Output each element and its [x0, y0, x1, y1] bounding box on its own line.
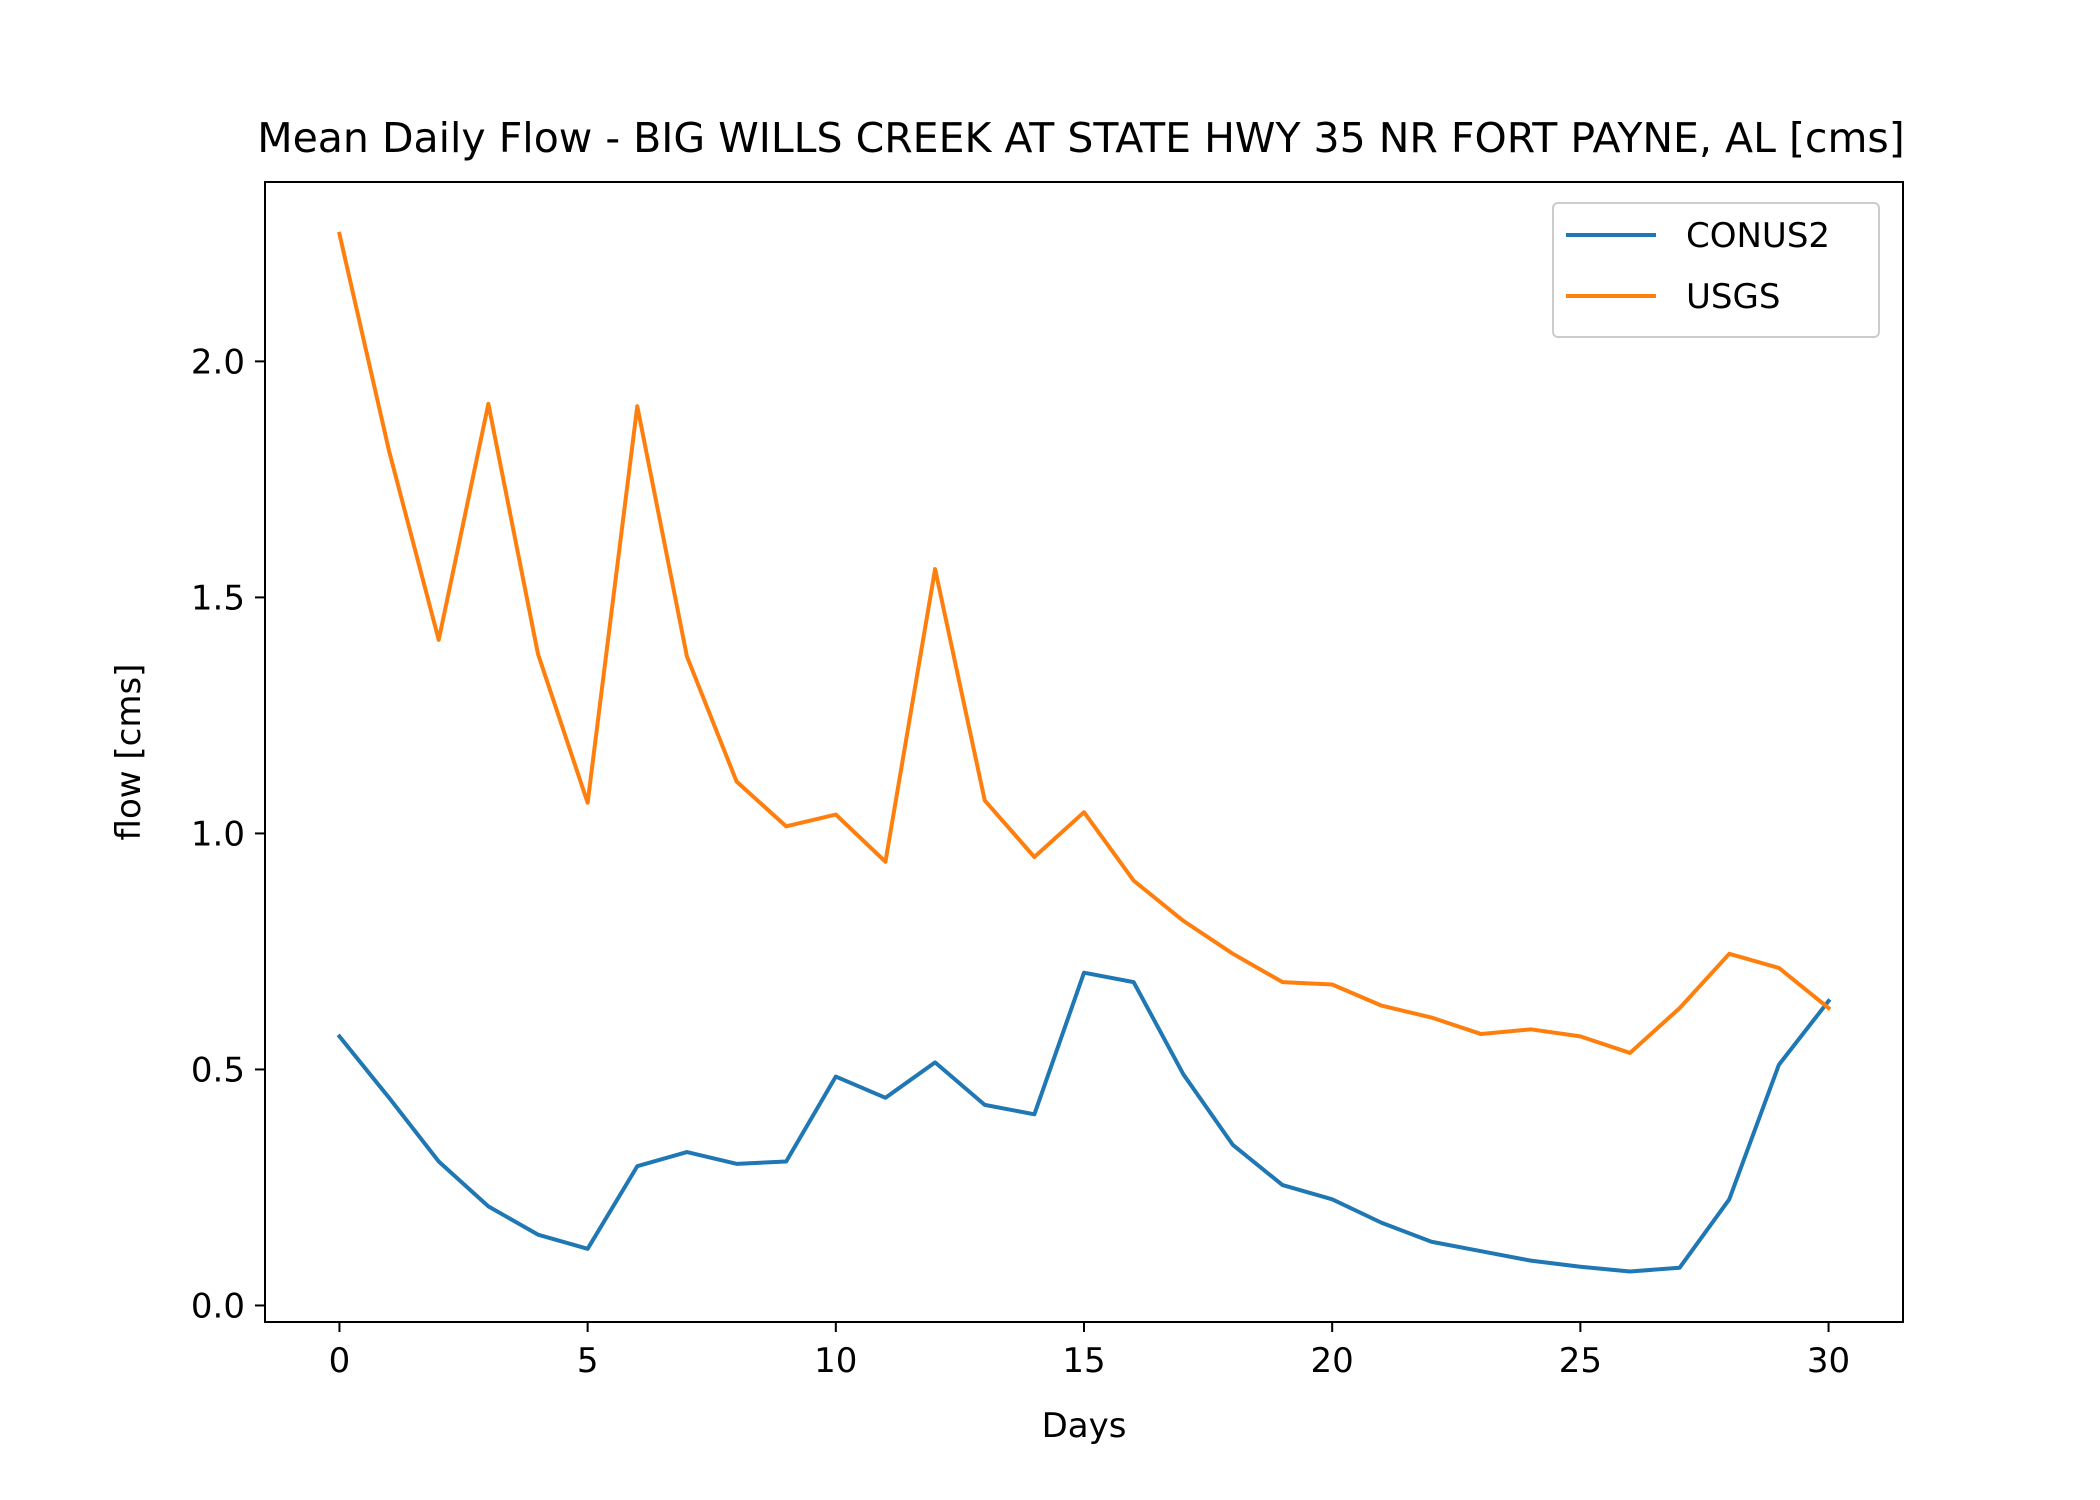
x-tick-label: 10 — [814, 1341, 857, 1381]
x-tick-label: 15 — [1062, 1341, 1105, 1381]
chart-title: Mean Daily Flow - BIG WILLS CREEK AT STA… — [257, 114, 1905, 162]
x-tick-label: 30 — [1807, 1341, 1850, 1381]
x-axis-label: Days — [1042, 1406, 1127, 1446]
series-line-usgs — [337, 231, 1832, 1055]
x-tick-label: 20 — [1311, 1341, 1354, 1381]
series-layer — [336, 231, 1832, 1274]
x-tick-label: 5 — [577, 1341, 599, 1381]
legend-label-conus2: CONUS2 — [1686, 216, 1830, 256]
y-axis-label: flow [cms] — [109, 664, 149, 841]
plot-area — [264, 181, 1904, 1323]
x-axis-ticks: 0 5 10 15 20 25 30 — [329, 1322, 1850, 1381]
y-axis-ticks: 0.0 0.5 1.0 1.5 2.0 — [191, 342, 265, 1326]
y-tick-label: 1.0 — [191, 814, 245, 854]
x-tick-label: 0 — [329, 1341, 351, 1381]
y-tick-label: 1.5 — [191, 578, 245, 618]
y-tick-label: 0.0 — [191, 1286, 245, 1326]
legend-label-usgs: USGS — [1686, 277, 1780, 317]
legend: CONUS2 USGS — [1552, 202, 1880, 338]
y-tick-label: 0.5 — [191, 1050, 245, 1090]
x-tick-label: 25 — [1559, 1341, 1602, 1381]
y-tick-label: 2.0 — [191, 342, 245, 382]
axes-background — [265, 182, 1903, 1322]
series-line-conus2 — [336, 970, 1832, 1274]
